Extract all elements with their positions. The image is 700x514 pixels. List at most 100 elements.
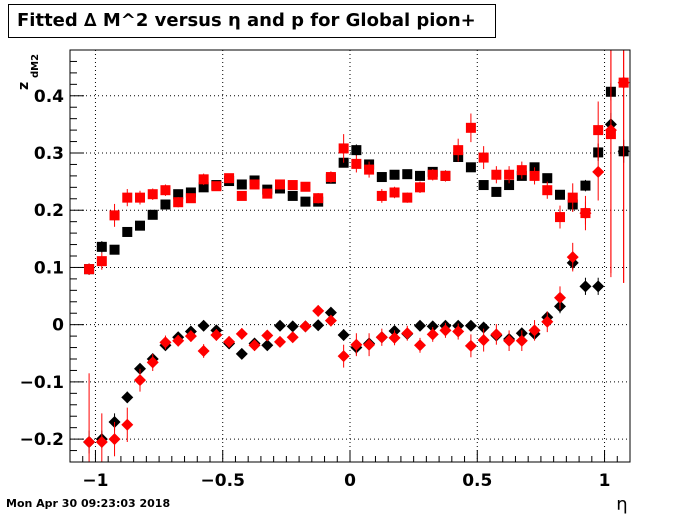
data-point-diamond: [477, 321, 490, 334]
data-point-square: [504, 169, 515, 180]
data-point-square: [440, 170, 451, 181]
data-point-square: [224, 173, 235, 184]
grid-lines: [70, 50, 630, 462]
tick-labels: −1 −0.5 0 0.5 1 −0.2 −0.1 0 0.1 0.2 0.3 0.4: [20, 87, 611, 491]
data-point-square: [275, 179, 285, 190]
data-point-diamond: [121, 418, 134, 431]
data-point-diamond: [617, 76, 630, 89]
data-point-diamond: [159, 336, 172, 349]
data-point-diamond: [324, 306, 337, 319]
axis-ticks: [69, 49, 631, 463]
data-point-square: [147, 189, 158, 200]
data-point-diamond: [503, 334, 516, 347]
data-point-diamond: [121, 391, 134, 404]
y-tick-label: 0: [52, 316, 64, 336]
data-point-square: [555, 212, 565, 223]
data-point-diamond: [184, 330, 197, 343]
data-point-square: [389, 169, 400, 180]
data-point-square: [84, 264, 95, 275]
data-point-square: [96, 256, 107, 267]
data-point-square: [478, 180, 489, 191]
data-point-diamond: [134, 374, 146, 387]
data-point-square: [491, 169, 502, 180]
data-point-square: [555, 189, 565, 200]
data-point-diamond: [604, 124, 617, 137]
data-point-diamond: [464, 339, 477, 352]
data-point-square: [427, 169, 438, 180]
data-point-diamond: [528, 324, 541, 337]
data-point-diamond: [579, 207, 592, 220]
data-point-diamond: [108, 433, 121, 446]
x-tick-label: 0.5: [462, 471, 492, 491]
data-point-square: [376, 172, 387, 183]
data-point-diamond: [477, 334, 490, 347]
data-point-square: [160, 199, 171, 210]
data-point-square: [147, 209, 158, 220]
data-point-diamond: [375, 331, 388, 344]
data-point-diamond: [223, 335, 236, 348]
data-point-diamond: [337, 350, 350, 363]
chart-title: Fitted ∆ M^2 versus η and p for Global p…: [8, 4, 496, 38]
data-point-square: [415, 170, 425, 181]
data-point-diamond: [235, 347, 248, 360]
data-point-square: [542, 173, 553, 184]
data-point-square: [529, 170, 540, 181]
data-point-square: [122, 192, 133, 203]
data-point-diamond: [490, 328, 503, 341]
data-point-diamond: [286, 331, 299, 344]
y-axis-label: z dM2: [16, 54, 41, 90]
data-point-square: [338, 143, 349, 154]
data-point-diamond: [426, 328, 439, 341]
data-point-diamond: [197, 319, 210, 332]
data-point-square: [135, 192, 145, 203]
data-point-diamond: [426, 320, 439, 333]
data-point-diamond: [566, 251, 579, 264]
data-point-square: [389, 187, 400, 198]
data-point-square: [491, 186, 502, 197]
x-tick-label: −1: [82, 471, 108, 491]
data-point-square: [236, 179, 247, 190]
data-point-diamond: [363, 338, 376, 351]
data-point-diamond: [274, 335, 286, 348]
data-point-square: [325, 172, 336, 183]
data-point-square: [160, 185, 171, 196]
y-tick-label: −0.2: [20, 430, 64, 450]
data-point-square: [300, 181, 311, 192]
data-point-square: [567, 192, 578, 203]
data-point-diamond: [210, 328, 223, 341]
data-point-diamond: [414, 339, 426, 352]
data-point-square: [351, 158, 362, 169]
data-point-square: [109, 210, 120, 221]
timestamp-footer: Mon Apr 30 09:23:03 2018: [6, 497, 171, 510]
data-point-square: [109, 244, 120, 255]
data-point-diamond: [261, 339, 274, 352]
data-point-square: [465, 122, 476, 133]
series-4: [83, 50, 630, 462]
data-point-square: [580, 180, 591, 191]
data-point-square: [376, 190, 387, 201]
data-point-square: [211, 181, 222, 192]
data-point-square: [478, 152, 489, 163]
x-axis-label: η: [616, 494, 627, 514]
data-point-square: [236, 190, 247, 201]
data-point-diamond: [337, 328, 350, 341]
data-point-square: [198, 174, 209, 185]
data-point-square: [542, 185, 553, 196]
data-point-diamond: [388, 331, 401, 344]
data-point-diamond: [312, 319, 325, 332]
data-point-square: [504, 180, 515, 191]
data-point-diamond: [261, 329, 274, 342]
y-tick-label: 0.4: [34, 87, 64, 107]
data-point-square: [402, 169, 413, 180]
x-tick-label: −0.5: [201, 471, 245, 491]
data-point-diamond: [248, 339, 261, 352]
y-tick-label: 0.1: [34, 258, 64, 278]
y-tick-label: −0.1: [20, 373, 64, 393]
data-point-square: [593, 125, 604, 136]
x-tick-label: 1: [599, 471, 611, 491]
data-point-diamond: [324, 314, 337, 327]
data-point-diamond: [274, 319, 286, 332]
data-point-square: [262, 188, 273, 199]
data-point-square: [415, 182, 425, 193]
y-tick-label: 0.2: [34, 201, 64, 221]
